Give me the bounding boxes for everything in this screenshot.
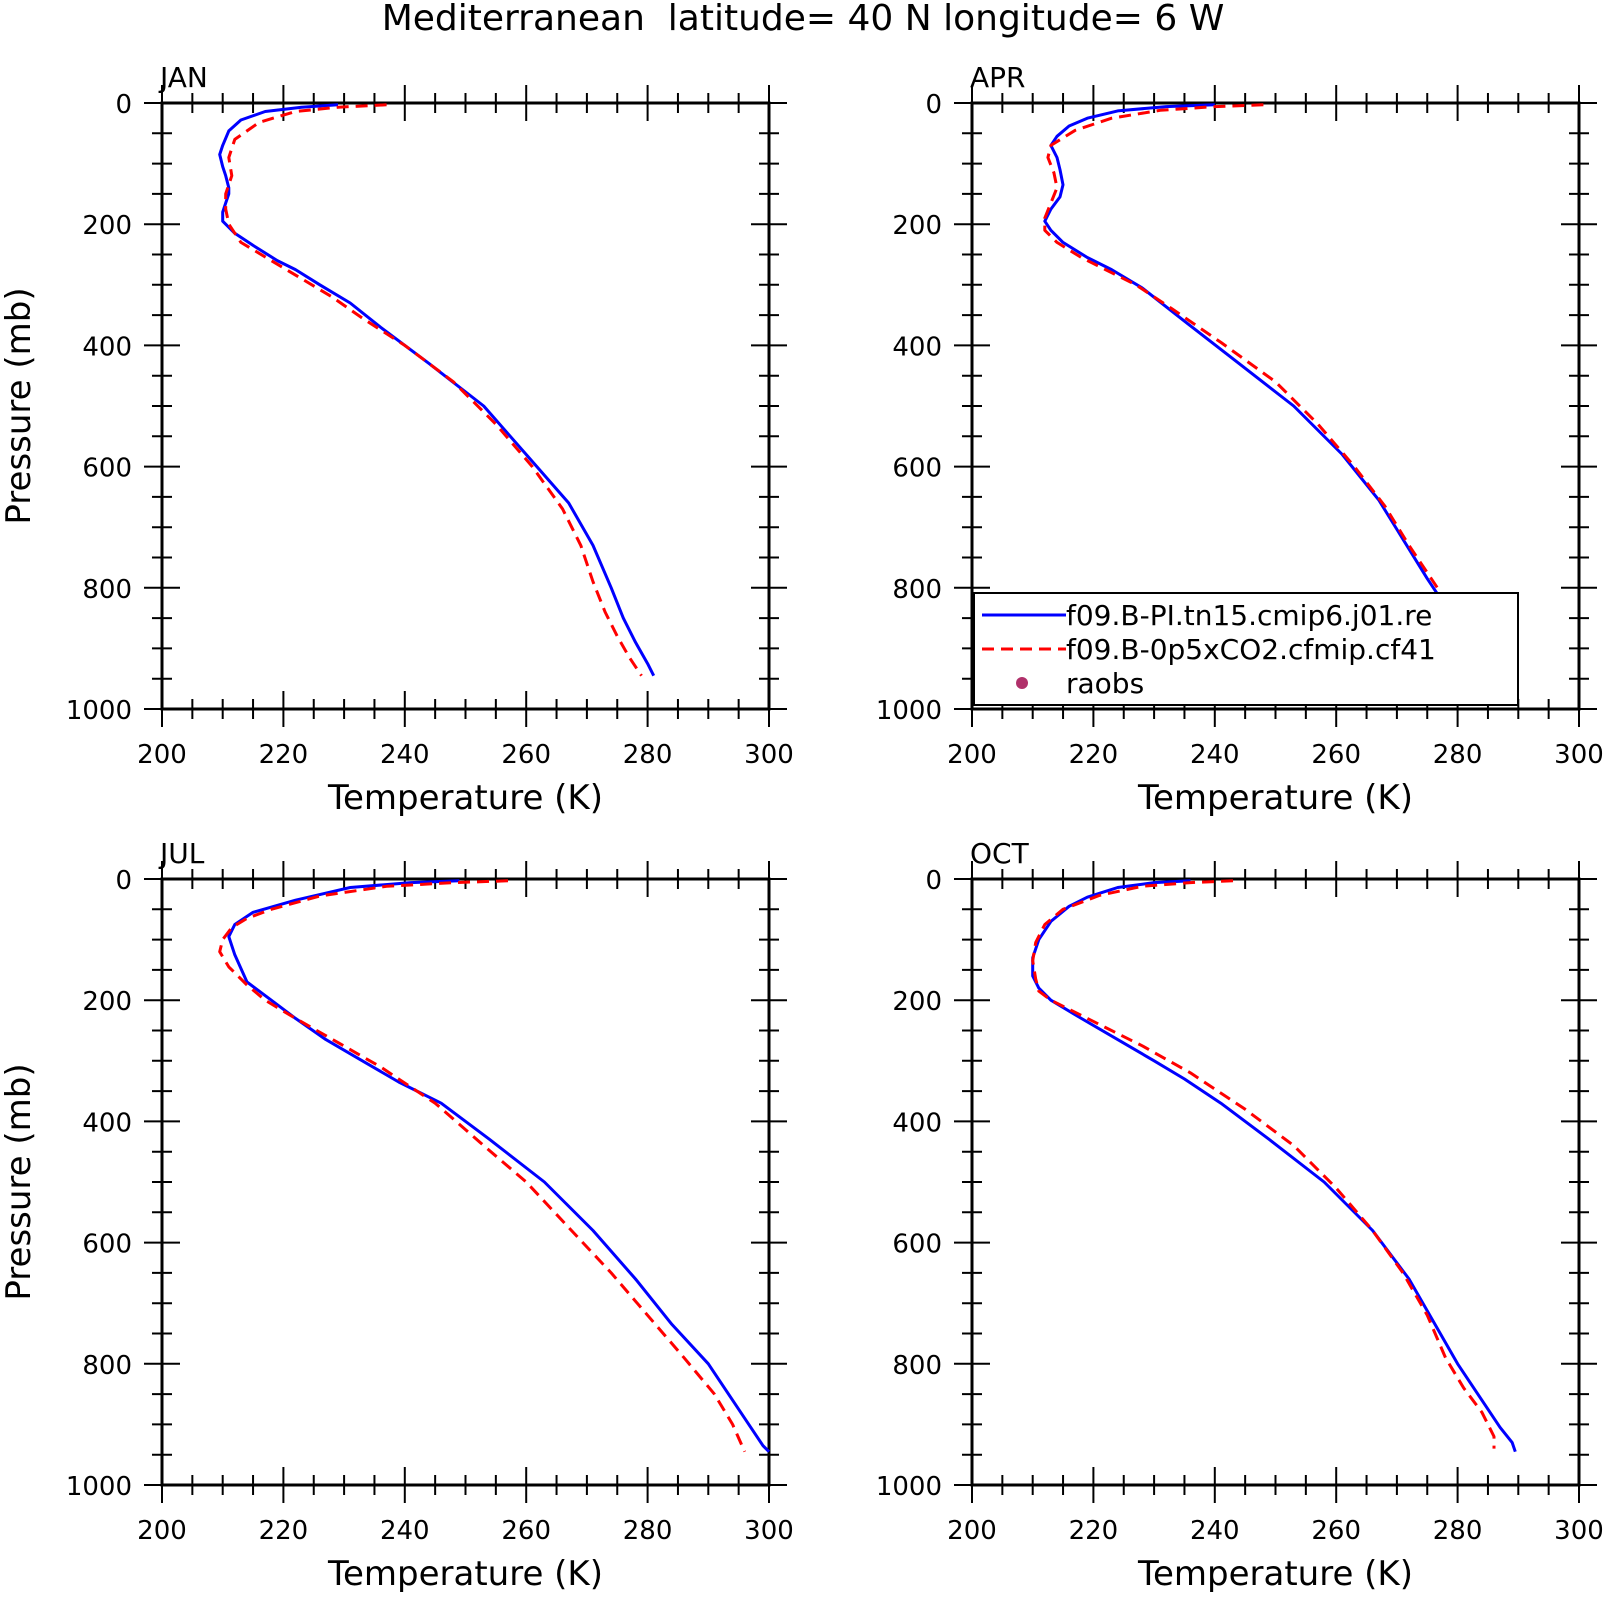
y-tick-label: 200 [82,987,132,1017]
x-axis-label: Temperature (K) [327,1554,603,1594]
y-axis-label: Pressure (mb) [0,1063,39,1300]
y-tick-label: 600 [82,1230,132,1260]
series-line-pi-control [227,879,771,1453]
y-tick-label: 200 [82,211,132,241]
x-tick-label: 280 [623,740,673,770]
y-tick-label: 200 [892,211,942,241]
x-tick-label: 200 [137,740,187,770]
y-tick-label: 400 [82,332,132,362]
y-tick-label: 1000 [66,696,132,726]
y-tick-label: 600 [82,454,132,484]
x-tick-label: 300 [1554,740,1604,770]
panel-name: OCT [970,837,1030,870]
x-tick-label: 220 [259,1516,309,1546]
chart-title: Mediterranean latitude= 40 N longitude= … [382,0,1225,39]
panel-name: JUL [158,837,205,870]
y-tick-label: 0 [115,90,132,120]
y-tick-label: 800 [82,575,132,605]
legend-label: f09.B-0p5xCO2.cfmip.cf41 [1066,633,1436,666]
series-line-0p5xco2 [1043,103,1490,677]
plot-frame [970,877,1581,1487]
x-tick-label: 280 [623,1516,673,1546]
series-line-pi-control [1031,879,1517,1453]
x-tick-label: 260 [501,740,551,770]
y-tick-label: 800 [892,575,942,605]
x-tick-label: 240 [1190,740,1240,770]
series-line-pi-control [218,103,656,677]
y-tick-label: 400 [892,332,942,362]
series-line-pi-control [1043,103,1495,674]
y-tick-label: 800 [82,1351,132,1381]
x-tick-label: 280 [1433,740,1483,770]
series-line-0p5xco2 [1031,879,1496,1449]
x-tick-label: 300 [744,740,794,770]
y-tick-label: 0 [925,866,942,896]
y-tick-label: 1000 [876,696,942,726]
x-tick-label: 260 [1311,740,1361,770]
plot-frame [160,101,771,711]
x-tick-label: 240 [1190,1516,1240,1546]
x-tick-label: 240 [380,1516,430,1546]
y-tick-label: 1000 [876,1472,942,1502]
plot-frame [160,877,771,1487]
panel-name: JAN [158,61,208,94]
legend-label: f09.B-PI.tn15.cmip6.j01.re [1066,599,1432,632]
x-tick-label: 300 [1554,1516,1604,1546]
x-tick-label: 260 [1311,1516,1361,1546]
y-tick-label: 200 [892,987,942,1017]
y-tick-label: 0 [925,90,942,120]
legend-marker-raobs [1016,677,1028,689]
y-tick-label: 0 [115,866,132,896]
legend: f09.B-PI.tn15.cmip6.j01.ref09.B-0p5xCO2.… [973,592,1519,706]
x-tick-label: 200 [947,740,997,770]
y-tick-label: 600 [892,454,942,484]
x-tick-label: 220 [1069,1516,1119,1546]
series-line-0p5xco2 [218,879,747,1453]
panel-name: APR [970,61,1026,94]
y-axis-label: Pressure (mb) [0,287,39,524]
x-tick-label: 240 [380,740,430,770]
y-tick-label: 800 [892,1351,942,1381]
y-tick-label: 600 [892,1230,942,1260]
y-tick-label: 1000 [66,1472,132,1502]
series-line-0p5xco2 [224,103,643,677]
x-tick-label: 300 [744,1516,794,1546]
x-axis-label: Temperature (K) [1137,778,1413,818]
x-axis-label: Temperature (K) [327,778,603,818]
x-axis-label: Temperature (K) [1137,1554,1413,1594]
x-tick-label: 260 [501,1516,551,1546]
y-tick-label: 400 [892,1108,942,1138]
x-tick-label: 200 [137,1516,187,1546]
x-tick-label: 280 [1433,1516,1483,1546]
legend-label: raobs [1066,667,1144,700]
y-tick-label: 400 [82,1108,132,1138]
x-tick-label: 220 [1069,740,1119,770]
x-tick-label: 220 [259,740,309,770]
x-tick-label: 200 [947,1516,997,1546]
